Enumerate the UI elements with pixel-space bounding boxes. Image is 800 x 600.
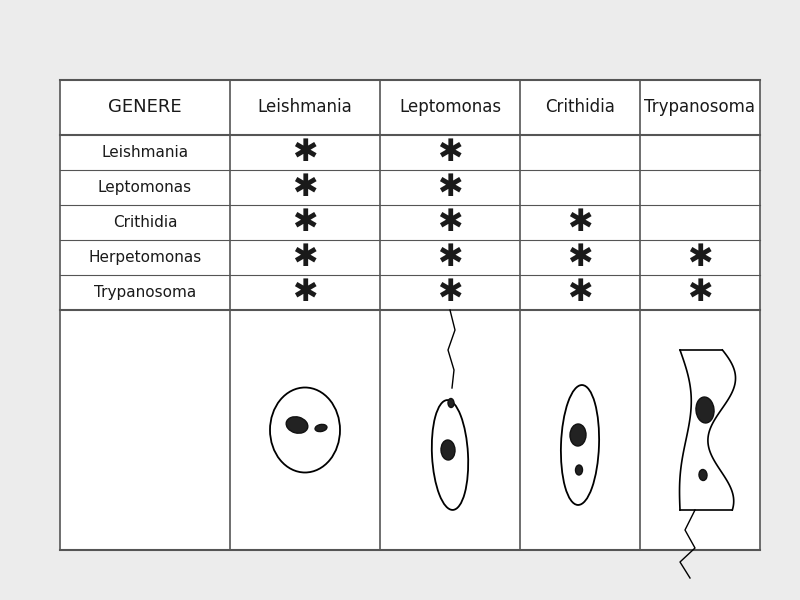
Text: Leishmania: Leishmania [102,145,189,160]
Text: ✱: ✱ [292,208,318,237]
Ellipse shape [270,388,340,473]
Ellipse shape [570,424,586,446]
Ellipse shape [441,440,455,460]
Text: GENERE: GENERE [108,98,182,116]
Text: ✱: ✱ [292,243,318,272]
Bar [60,80,760,550]
Text: ✱: ✱ [687,278,713,307]
Text: Crithidia: Crithidia [113,215,178,230]
Text: ✱: ✱ [438,173,462,202]
Ellipse shape [432,400,468,510]
Text: Leishmania: Leishmania [258,98,352,116]
Text: ✱: ✱ [292,173,318,202]
Text: Trypanosoma: Trypanosoma [94,285,196,300]
Text: ✱: ✱ [438,243,462,272]
Text: ✱: ✱ [567,278,593,307]
Text: ✱: ✱ [687,243,713,272]
Text: ✱: ✱ [438,208,462,237]
Text: ✱: ✱ [438,278,462,307]
Text: Trypanosoma: Trypanosoma [645,98,755,116]
Ellipse shape [448,398,454,407]
Text: ✱: ✱ [567,208,593,237]
Ellipse shape [696,397,714,423]
Text: ✱: ✱ [292,138,318,167]
Text: Herpetomonas: Herpetomonas [88,250,202,265]
Text: Leptomonas: Leptomonas [98,180,192,195]
Text: ✱: ✱ [567,243,593,272]
Text: Crithidia: Crithidia [545,98,615,116]
Ellipse shape [699,470,707,481]
Ellipse shape [575,465,582,475]
Polygon shape [679,350,735,510]
Text: ✱: ✱ [292,278,318,307]
Text: Leptomonas: Leptomonas [399,98,501,116]
Ellipse shape [286,417,308,433]
Text: ✱: ✱ [438,138,462,167]
Ellipse shape [315,424,327,431]
Ellipse shape [561,385,599,505]
